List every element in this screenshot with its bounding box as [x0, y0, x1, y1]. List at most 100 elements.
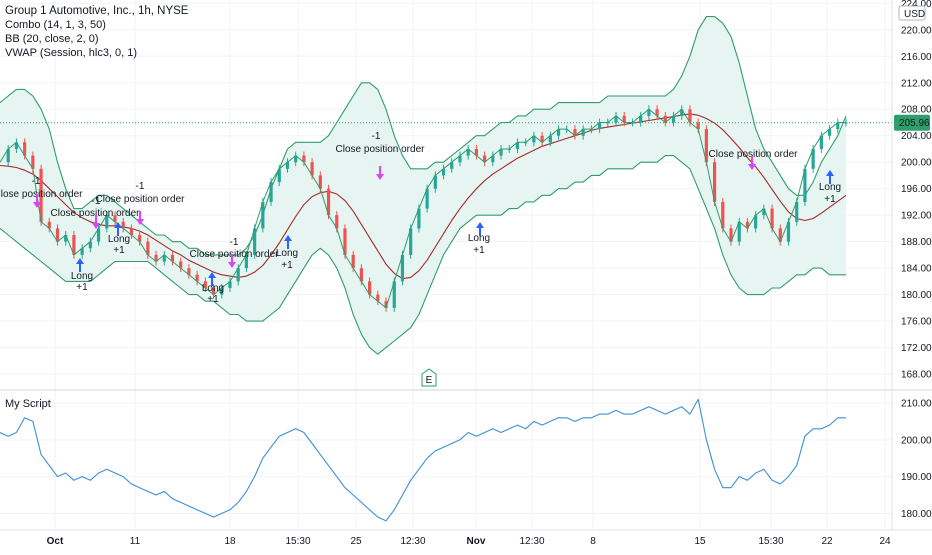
candle-body — [105, 215, 109, 229]
price-tick-label: 192.00 — [901, 211, 932, 222]
earnings-badge — [421, 368, 437, 387]
time-tick-label: Oct — [47, 536, 64, 547]
trade-annotation: +1 — [473, 245, 485, 256]
symbol-title[interactable]: Group 1 Automotive, Inc., 1h, NYSE — [5, 5, 189, 17]
time-tick-label: 15 — [694, 536, 706, 547]
candle-body — [819, 135, 823, 149]
candle-body — [72, 235, 76, 255]
last-price-tag — [894, 114, 930, 131]
candle-body — [96, 228, 101, 242]
candle-body — [754, 215, 758, 229]
candle-body — [368, 281, 372, 295]
price-tick-label: 216.00 — [901, 52, 932, 63]
legend-bb[interactable]: BB (20, close, 2, 0) — [5, 33, 99, 45]
earnings-marker: E — [421, 368, 437, 387]
candle-body — [795, 201, 799, 222]
candle-body — [285, 162, 290, 169]
close-arrow-icon — [136, 211, 144, 225]
close-arrow-icon — [33, 194, 41, 208]
candle-body — [138, 235, 142, 242]
candle-body — [483, 155, 487, 163]
candle-body — [261, 201, 265, 229]
trade-annotation: Long — [108, 234, 130, 245]
price-tick-label: 208.00 — [901, 105, 932, 116]
candle-body — [64, 235, 68, 242]
trade-annotation: Long — [468, 233, 490, 244]
price-tick-label: 188.00 — [901, 237, 932, 248]
candle-body — [310, 162, 314, 176]
candle-body — [688, 109, 692, 123]
candle-body — [228, 281, 232, 288]
candle-body — [827, 129, 832, 136]
candle-body — [622, 115, 626, 123]
candle-body — [639, 115, 643, 123]
candle-body — [211, 288, 216, 295]
time-tick-label: 15:30 — [758, 536, 783, 547]
script-legend: My Script — [5, 397, 51, 411]
candle-body — [581, 129, 585, 136]
legend-my-script[interactable]: My Script — [5, 398, 51, 410]
candle-body — [589, 129, 593, 131]
candle-body — [417, 208, 421, 229]
price-tick-label: 184.00 — [901, 264, 932, 275]
candle-body — [655, 109, 659, 116]
candle-body — [170, 254, 175, 262]
candle-body — [187, 268, 191, 275]
candle-body — [721, 201, 725, 229]
trade-annotation: Long — [819, 182, 841, 193]
candle-body — [762, 208, 766, 216]
candle-body — [540, 135, 544, 143]
candle-body — [146, 241, 150, 255]
trade-annotation: +1 — [281, 260, 293, 271]
candle-body — [351, 254, 355, 269]
price-line — [0, 108, 846, 309]
close-arrow-icon — [748, 156, 756, 170]
candle-body — [359, 268, 363, 282]
trade-annotation: +1 — [113, 245, 125, 256]
trade-annotation: Close position order — [190, 249, 280, 260]
trade-annotation: +1 — [76, 282, 88, 293]
candle-body — [499, 148, 503, 156]
candle-body — [409, 228, 413, 255]
bb-fill — [0, 16, 846, 355]
price-tick-label: 172.00 — [901, 343, 932, 354]
candle-body — [491, 155, 495, 163]
script-tick-label: 180.00 — [901, 509, 932, 520]
price-tick-label: 224.00 — [901, 0, 932, 10]
candle-body — [597, 122, 602, 130]
time-tick-label: 18 — [224, 536, 236, 547]
trade-annotation: Long — [276, 248, 298, 259]
candle-body — [770, 208, 774, 229]
bb-basis-line — [0, 113, 847, 280]
trade-annotation: Close position order — [336, 144, 426, 155]
candle-body — [778, 228, 782, 242]
candle-body — [663, 115, 667, 123]
candle-body — [244, 254, 249, 269]
close-arrow-icon — [92, 215, 100, 229]
candle-body — [253, 228, 257, 255]
candle-body — [47, 221, 51, 229]
candle-body — [647, 109, 651, 116]
legend-combo[interactable]: Combo (14, 1, 3, 50) — [5, 19, 106, 31]
trade-annotation: Close position order — [96, 194, 186, 205]
candle-body — [384, 301, 388, 308]
long-arrow-icon — [826, 170, 834, 184]
time-tick-label: 11 — [130, 536, 141, 547]
trade-annotation: Close position order — [51, 208, 141, 219]
currency-label: USD — [904, 9, 925, 20]
candle-body — [326, 188, 331, 216]
main-legend: Group 1 Automotive, Inc., 1h, NYSE Combo… — [5, 4, 188, 60]
time-tick-label: 22 — [821, 536, 833, 547]
trade-annotation: -1 — [230, 237, 239, 248]
script-tick-label: 190.00 — [901, 472, 932, 483]
candle-body — [680, 109, 684, 116]
candle-body — [318, 175, 322, 189]
close-arrow-icon — [228, 254, 236, 268]
script-tick-label: 210.00 — [901, 399, 932, 410]
candle-body — [524, 142, 528, 144]
candle-body — [737, 221, 741, 242]
legend-vwap[interactable]: VWAP (Session, hlc3, 0, 1) — [5, 47, 138, 59]
candle-body — [23, 142, 27, 156]
